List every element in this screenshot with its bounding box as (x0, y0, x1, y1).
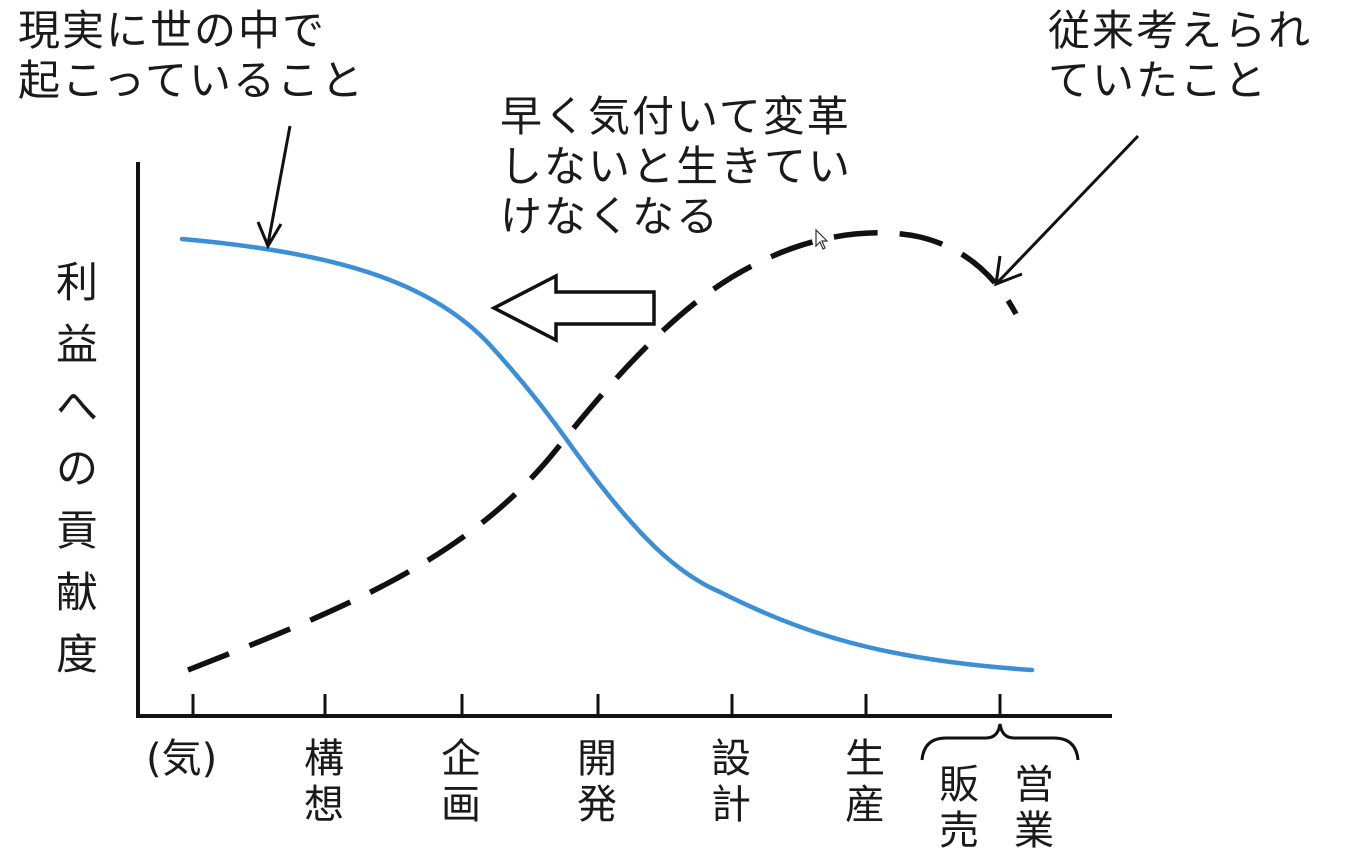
y-axis-char: 献 (55, 568, 98, 617)
x-axis-ticks (191, 694, 1002, 716)
x-category-char: 企 (441, 736, 481, 782)
x-category-char: 営 (1014, 762, 1054, 808)
x-category-char: 業 (1014, 808, 1054, 854)
reality-label: 現実に世の中で 起こっていること (18, 6, 365, 106)
traditional-label-line2: ていたこと (1048, 56, 1269, 105)
traditional-pointer-arrow (994, 134, 1140, 287)
x-category-seisan: 生 産 (845, 736, 885, 828)
change-warning-line1: 早く気付いて変革 (500, 92, 851, 141)
y-axis-char: 益 (55, 320, 98, 369)
y-axis-char: 度 (55, 630, 98, 679)
x-category-kaihatsu: 開 発 (577, 736, 617, 828)
x-category-char: 開 (577, 736, 617, 782)
x-category-char: 売 (939, 808, 979, 854)
traditional-curve (186, 230, 1019, 673)
x-category-char: (気) (146, 736, 218, 782)
x-category-char: 産 (845, 782, 885, 828)
y-axis-char: 利 (55, 258, 98, 307)
y-axis-char: へ (55, 382, 98, 431)
x-category-char: 画 (441, 782, 481, 828)
x-category-char: 販 (939, 762, 979, 808)
x-category-char: 設 (711, 736, 751, 782)
x-category-koso: 構 想 (304, 736, 344, 828)
category-brace (920, 723, 1080, 761)
mouse-cursor-icon (815, 228, 829, 250)
x-category-char: 発 (577, 782, 617, 828)
x-category-eigyo: 営 業 (1014, 762, 1054, 854)
reality-label-line1: 現実に世の中で (18, 6, 327, 55)
reality-pointer-arrow (256, 125, 292, 250)
y-axis-char: 貢 (55, 506, 98, 555)
x-category-kikaku: 企 画 (441, 736, 481, 828)
reality-curve (179, 236, 1035, 673)
traditional-label: 従来考えられ ていたこと (1048, 6, 1312, 106)
reality-label-line2: 起こっていること (18, 56, 365, 105)
x-category-hanbai: 販 売 (939, 762, 979, 854)
y-axis-label: 利 益 へ の 貢 献 度 (52, 252, 102, 686)
x-category-char: 想 (304, 782, 344, 828)
shift-left-arrow-icon (490, 273, 656, 343)
x-category-char: 生 (845, 736, 885, 782)
x-category-char: 構 (304, 736, 344, 782)
x-category-char: 計 (711, 782, 751, 828)
x-category-ki: (気) (146, 736, 217, 782)
y-axis-char: の (55, 444, 98, 493)
traditional-label-line1: 従来考えられ (1048, 6, 1313, 55)
change-warning-line3: けなくなる (500, 192, 721, 241)
change-warning-label: 早く気付いて変革 しないと生きてい けなくなる (500, 92, 852, 242)
x-category-sekkei: 設 計 (711, 736, 751, 828)
change-warning-line2: しないと生きてい (500, 142, 853, 191)
